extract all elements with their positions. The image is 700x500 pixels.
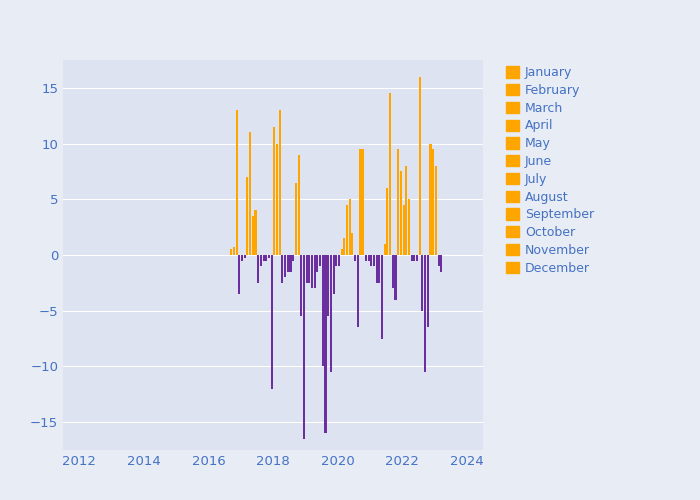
Bar [255, 210, 257, 255]
Bar [314, 255, 316, 288]
Bar [432, 149, 434, 255]
Bar [438, 255, 440, 266]
Bar [295, 182, 297, 255]
Bar [306, 255, 308, 283]
Bar [419, 76, 421, 255]
Bar [316, 255, 319, 272]
Bar [360, 149, 362, 255]
Bar [233, 247, 235, 255]
Bar [249, 132, 251, 255]
Bar [322, 255, 324, 366]
Bar [246, 177, 248, 255]
Bar [430, 144, 432, 255]
Bar [343, 238, 345, 255]
Bar [330, 255, 332, 372]
Bar [287, 255, 289, 272]
Bar [351, 232, 354, 255]
Bar [262, 255, 265, 260]
Bar [405, 166, 407, 255]
Bar [378, 255, 380, 283]
Bar [427, 255, 429, 328]
Bar [292, 255, 294, 260]
Bar [298, 154, 300, 255]
Bar [395, 255, 397, 300]
Bar [416, 255, 418, 260]
Bar [260, 255, 262, 266]
Bar [400, 172, 402, 255]
Bar [365, 255, 367, 260]
Bar [440, 255, 442, 272]
Bar [300, 255, 302, 316]
Bar [325, 255, 327, 434]
Bar [389, 94, 391, 255]
Bar [319, 255, 321, 266]
Legend: January, February, March, April, May, June, July, August, September, October, No: January, February, March, April, May, Ju… [506, 66, 594, 274]
Bar [265, 255, 267, 260]
Bar [276, 144, 278, 255]
Bar [290, 255, 292, 272]
Bar [424, 255, 426, 372]
Bar [435, 166, 437, 255]
Bar [268, 255, 270, 258]
Bar [346, 205, 348, 255]
Bar [311, 255, 313, 288]
Bar [281, 255, 284, 283]
Bar [368, 255, 370, 260]
Bar [238, 255, 240, 294]
Bar [376, 255, 378, 283]
Bar [384, 244, 386, 255]
Bar [411, 255, 413, 260]
Bar [402, 205, 405, 255]
Bar [386, 188, 389, 255]
Bar [236, 110, 238, 255]
Bar [408, 200, 410, 255]
Bar [349, 200, 351, 255]
Bar [381, 255, 383, 338]
Bar [257, 255, 259, 283]
Bar [335, 255, 337, 266]
Bar [308, 255, 310, 283]
Bar [230, 250, 232, 255]
Bar [362, 149, 364, 255]
Bar [392, 255, 394, 288]
Bar [373, 255, 375, 266]
Bar [341, 250, 343, 255]
Bar [338, 255, 340, 266]
Bar [271, 255, 273, 388]
Bar [332, 255, 335, 294]
Bar [354, 255, 356, 260]
Bar [327, 255, 329, 316]
Bar [284, 255, 286, 278]
Bar [413, 255, 415, 260]
Bar [397, 149, 399, 255]
Bar [252, 216, 254, 255]
Bar [279, 110, 281, 255]
Bar [244, 255, 246, 258]
Bar [370, 255, 372, 266]
Bar [421, 255, 424, 310]
Bar [273, 127, 275, 255]
Bar [241, 255, 243, 260]
Bar [357, 255, 359, 328]
Bar [303, 255, 305, 439]
